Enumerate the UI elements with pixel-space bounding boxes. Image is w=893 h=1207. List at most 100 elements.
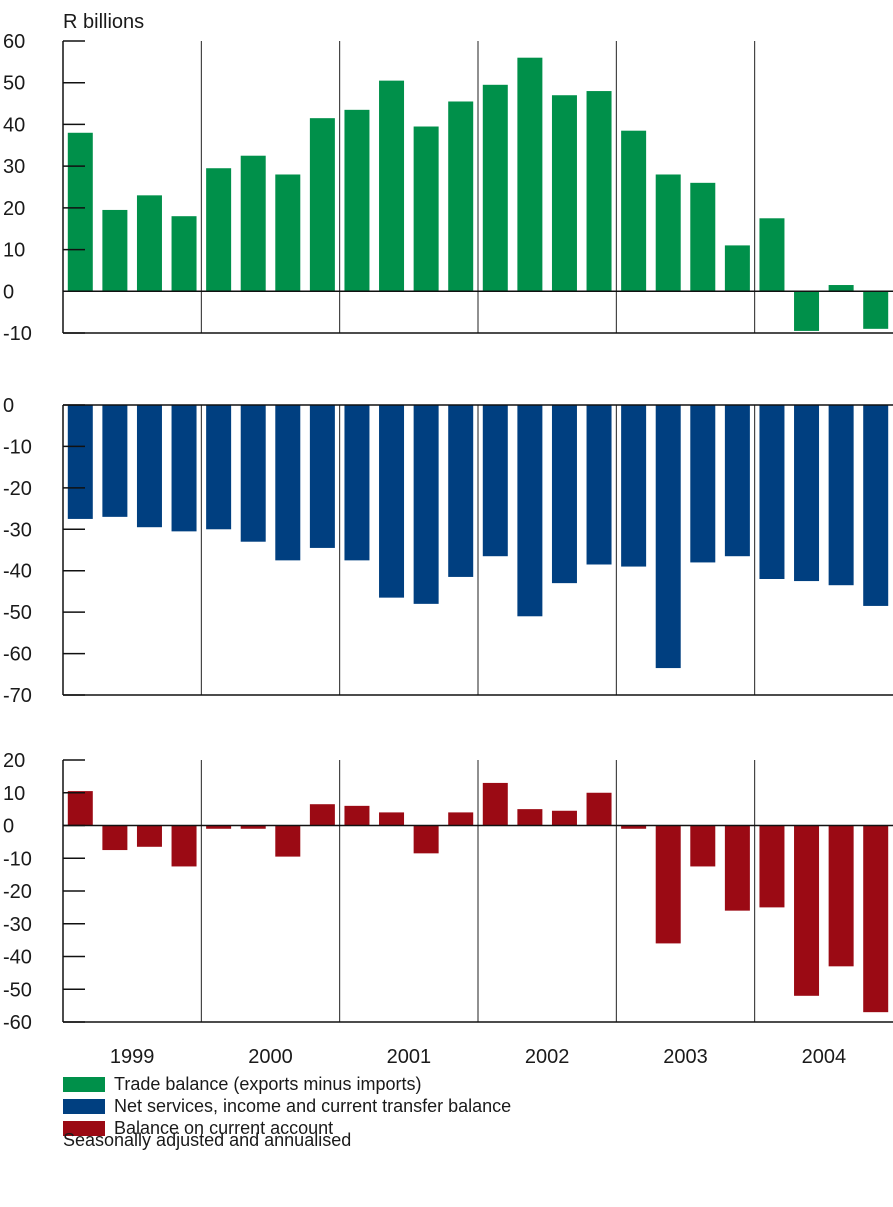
y-tick-label: 20 <box>3 750 25 772</box>
y-tick-label: 0 <box>3 281 14 303</box>
bar-1999-q3: 1999 Q3: -29.5 <box>136 405 162 528</box>
panel-1: 1999 Q1: 38 1999 Q2: 19.5 1999 Q3: 23 1999 … <box>3 31 893 345</box>
bar-2000-q2: 2000 Q2: 32.5 <box>240 155 266 292</box>
bar-2002-q3: 2002 Q3: -43 <box>551 405 577 584</box>
bar-2004-q1: 2004 Q1: -42 <box>759 405 785 579</box>
bar-2004-q4: 2004 Q4: -57 <box>863 825 889 1013</box>
panel-3: 1999 Q1: 10.5 1999 Q2: -7.5 1999 Q3: -6.5 1… <box>3 750 893 1034</box>
bar-2002-q4: 2002 Q4: 10 <box>586 792 612 826</box>
bar-2003-q1: 2003 Q1: -39 <box>621 405 647 567</box>
bar-2002-q1: 2002 Q1: -36.5 <box>482 405 508 557</box>
bar-2003-q4: 2003 Q4: 11 <box>724 245 750 292</box>
bar-2001-q1: 2001 Q1: 6 <box>344 805 370 826</box>
bar-2000-q3: 2000 Q3: 28 <box>275 174 301 292</box>
bar-2002-q3: 2002 Q3: 47 <box>551 95 577 292</box>
bar-1999-q4: 1999 Q4: 18 <box>171 216 197 292</box>
bar-2000-q2: 2000 Q2: -33 <box>240 405 266 542</box>
panel-2: 1999 Q1: -27.5 1999 Q2: -27 1999 Q3: -29.5… <box>3 395 893 707</box>
legend: Trade balance (exports minus imports)Net… <box>63 1074 511 1138</box>
bar-2004-q4: 2004 Q4: -48.5 <box>863 405 889 606</box>
bar-2000-q3: 2000 Q3: -9.5 <box>275 825 301 857</box>
bar-2002-q2: 2002 Q2: -51 <box>517 405 543 617</box>
y-tick-label: -30 <box>3 519 32 541</box>
y-tick-label: 30 <box>3 156 25 178</box>
bar-2001-q4: 2001 Q4: 4 <box>448 812 474 826</box>
bar-2003-q3: 2003 Q3: 26 <box>690 182 716 292</box>
year-label-2000: 2000 <box>248 1046 293 1068</box>
bar-2002-q2: 2002 Q2: 5 <box>517 809 543 826</box>
bar-2002-q4: 2002 Q4: -38.5 <box>586 405 612 565</box>
bar-2001-q1: 2001 Q1: -37.5 <box>344 405 370 561</box>
bar-2001-q2: 2001 Q2: -46.5 <box>379 405 405 598</box>
y-tick-label: -50 <box>3 602 32 624</box>
bar-2004-q1: 2004 Q1: 17.5 <box>759 218 785 292</box>
bar-2000-q3: 2000 Q3: -37.5 <box>275 405 301 561</box>
y-tick-label: -20 <box>3 478 32 500</box>
bar-1999-q4: 1999 Q4: -30.5 <box>171 405 197 532</box>
note: Seasonally adjusted and annualised <box>63 1130 351 1150</box>
bar-2000-q1: 2000 Q1: -30 <box>206 405 232 530</box>
year-axis: 1999 2000 2001 2002 2003 2004 <box>110 1046 846 1068</box>
bar-2000-q2: 2000 Q2: -1 <box>240 825 266 829</box>
bar-2000-q4: 2000 Q4: -34.5 <box>309 405 335 548</box>
bar-2003-q4: 2003 Q4: -36.5 <box>724 405 750 557</box>
y-tick-label: -40 <box>3 561 32 583</box>
bar-2000-q1: 2000 Q1: -1 <box>206 825 232 829</box>
bar-2004-q1: 2004 Q1: -25 <box>759 825 785 908</box>
bar-2002-q3: 2002 Q3: 4.5 <box>551 810 577 826</box>
y-tick-label: 10 <box>3 783 25 805</box>
year-label-1999: 1999 <box>110 1046 155 1068</box>
year-label-2002: 2002 <box>525 1046 570 1068</box>
bar-1999-q2: 1999 Q2: -27 <box>102 405 128 517</box>
bar-2001-q2: 2001 Q2: 50.5 <box>379 80 405 292</box>
bar-1999-q2: 1999 Q2: 19.5 <box>102 209 128 292</box>
year-label-2001: 2001 <box>387 1046 432 1068</box>
bar-2000-q1: 2000 Q1: 29.5 <box>206 168 232 292</box>
bar-2004-q3: 2004 Q3: -43.5 <box>828 405 854 586</box>
legend-swatch <box>63 1121 105 1136</box>
bar-2004-q2: 2004 Q2: -42.5 <box>794 405 820 582</box>
bar-2001-q4: 2001 Q4: 45.5 <box>448 101 474 292</box>
y-tick-label: 50 <box>3 73 25 95</box>
y-tick-label: -50 <box>3 979 32 1001</box>
bar-2003-q1: 2003 Q1: -1 <box>621 825 647 829</box>
legend-swatch <box>63 1077 105 1092</box>
bar-1999-q1: 1999 Q1: 38 <box>67 132 93 292</box>
bar-2003-q3: 2003 Q3: -12.5 <box>690 825 716 867</box>
bar-2002-q1: 2002 Q1: 49.5 <box>482 84 508 292</box>
bar-2003-q4: 2003 Q4: -26 <box>724 825 750 911</box>
bar-2004-q3: 2004 Q3: -43 <box>828 825 854 967</box>
y-tick-label: -10 <box>3 848 32 870</box>
bar-2004-q3: 2004 Q3: 1.5 <box>828 285 854 292</box>
bar-2003-q1: 2003 Q1: 38.5 <box>621 130 647 292</box>
bar-2001-q2: 2001 Q2: 4 <box>379 812 405 826</box>
bar-2000-q4: 2000 Q4: 6.5 <box>309 804 335 826</box>
bar-2001-q3: 2001 Q3: 39.5 <box>413 126 439 292</box>
y-tick-label: 60 <box>3 31 25 53</box>
bar-1999-q1: 1999 Q1: 10.5 <box>67 791 93 826</box>
year-label-2003: 2003 <box>663 1046 708 1068</box>
y-tick-label: -60 <box>3 1012 32 1034</box>
bar-1999-q1: 1999 Q1: -27.5 <box>67 405 93 519</box>
bar-1999-q2: 1999 Q2: -7.5 <box>102 825 128 851</box>
y-tick-label: 20 <box>3 198 25 220</box>
bar-2001-q3: 2001 Q3: -8.5 <box>413 825 439 854</box>
y-tick-label: -20 <box>3 881 32 903</box>
bar-2001-q1: 2001 Q1: 43.5 <box>344 109 370 292</box>
bar-2004-q4: 2004 Q4: -9 <box>863 291 889 329</box>
bar-2004-q2: 2004 Q2: -9.5 <box>794 291 820 331</box>
bar-2002-q1: 2002 Q1: 13 <box>482 782 508 826</box>
bar-2004-q2: 2004 Q2: -52 <box>794 825 820 996</box>
y-tick-label: -30 <box>3 914 32 936</box>
bar-2003-q2: 2003 Q2: -36 <box>655 825 681 944</box>
bar-1999-q3: 1999 Q3: -6.5 <box>136 825 162 847</box>
legend-label: Balance on current account <box>114 1118 333 1138</box>
chart-panels: 1999 Q1: 38 1999 Q2: 19.5 1999 Q3: 23 1999 … <box>3 31 893 1034</box>
y-tick-label: -70 <box>3 685 32 707</box>
y-tick-label: -60 <box>3 644 32 666</box>
bar-2001-q3: 2001 Q3: -48 <box>413 405 439 604</box>
bar-2003-q2: 2003 Q2: -63.5 <box>655 405 681 669</box>
unit-label: R billions <box>63 11 144 33</box>
bar-2001-q4: 2001 Q4: -41.5 <box>448 405 474 577</box>
